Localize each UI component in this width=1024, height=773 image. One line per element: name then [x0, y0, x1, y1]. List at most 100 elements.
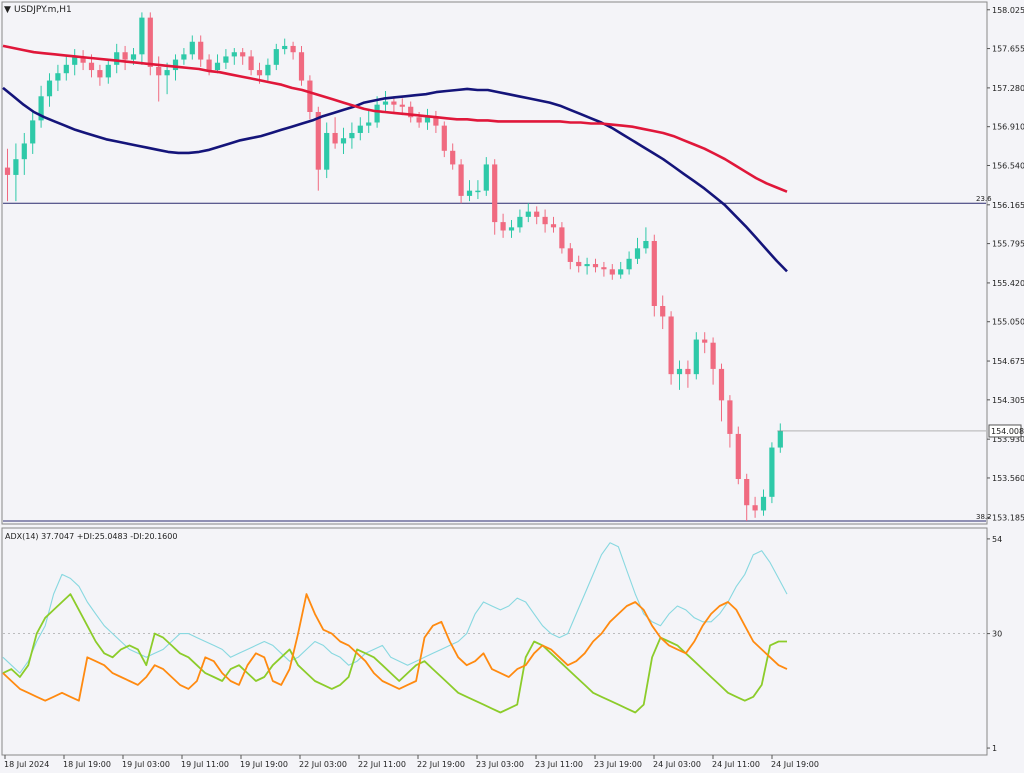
- bear-candle: [492, 159, 498, 235]
- bear-candle: [307, 75, 313, 120]
- price-tick-label: 154.675: [992, 357, 1024, 366]
- time-tick-label: 24 Jul 11:00: [712, 760, 760, 769]
- price-tick-label: 156.540: [992, 161, 1024, 170]
- fib-level-label: 38.2: [976, 513, 992, 521]
- time-tick-label: 19 Jul 11:00: [181, 760, 229, 769]
- bull-candle: [324, 122, 330, 179]
- bull-candle: [265, 58, 271, 81]
- bull-candle: [517, 209, 523, 233]
- symbol-label: USDJPY.m,H1: [14, 5, 72, 15]
- bull-candle: [483, 157, 489, 196]
- bear-candle: [290, 41, 296, 60]
- price-tick-label: 153.930: [992, 435, 1024, 444]
- bull-candle: [349, 122, 355, 149]
- bear-candle: [433, 110, 439, 133]
- time-tick-label: 22 Jul 11:00: [358, 760, 406, 769]
- price-tick-label: 155.795: [992, 240, 1024, 249]
- bull-candle: [525, 203, 531, 223]
- bear-candle: [651, 234, 657, 317]
- moving-averages: [2, 44, 986, 432]
- time-tick-label: 19 Jul 03:00: [122, 760, 170, 769]
- price-tick-label: 153.560: [992, 474, 1024, 483]
- time-tick-label: 23 Jul 03:00: [476, 760, 524, 769]
- candlestick-series: [4, 12, 783, 521]
- time-tick-label: 18 Jul 2024: [4, 760, 49, 769]
- price-tick-label: 154.305: [992, 396, 1024, 405]
- bear-candle: [534, 206, 540, 225]
- bull-candle: [626, 251, 632, 275]
- bull-candle: [366, 108, 372, 133]
- bull-candle: [72, 49, 78, 76]
- current-price-value: 154.008: [991, 427, 1024, 436]
- bear-candle: [248, 50, 254, 76]
- bear-candle: [702, 332, 708, 354]
- bear-candle: [550, 216, 557, 233]
- bear-candle: [668, 311, 674, 385]
- bull-candle: [139, 12, 145, 65]
- bull-candle: [693, 332, 699, 380]
- bear-candle: [4, 148, 11, 202]
- bull-candle: [424, 108, 431, 130]
- bear-candle: [718, 363, 725, 422]
- bull-candle: [508, 220, 515, 238]
- bull-candle: [643, 227, 649, 254]
- bear-candle: [240, 48, 246, 65]
- time-tick-label: 23 Jul 19:00: [594, 760, 642, 769]
- adx-tick-label: 30: [992, 630, 1002, 639]
- bear-candle: [450, 143, 456, 170]
- price-tick-label: 155.420: [992, 279, 1024, 288]
- bull-candle: [231, 48, 237, 65]
- price-tick-label: 158.025: [992, 6, 1024, 15]
- bull-candle: [584, 257, 590, 275]
- price-tick-label: 153.185: [992, 513, 1024, 522]
- adx-line: [2, 542, 788, 674]
- bear-candle: [298, 45, 305, 86]
- bear-candle: [660, 295, 666, 330]
- price-tick-label: 157.655: [992, 45, 1024, 54]
- bull-candle: [214, 54, 221, 74]
- adx-indicator: 54 30 1: [2, 535, 1002, 753]
- adx-tick-label: 1: [992, 744, 997, 753]
- bull-candle: [382, 91, 389, 113]
- bear-candle: [542, 209, 548, 233]
- symbol-menu-icon[interactable]: ▼: [4, 5, 11, 15]
- bull-candle: [340, 127, 347, 154]
- bear-candle: [710, 337, 716, 385]
- bear-candle: [441, 121, 447, 158]
- bear-candle: [592, 258, 599, 273]
- bear-candle: [198, 35, 204, 67]
- bear-candle: [685, 360, 691, 388]
- bull-candle: [760, 489, 767, 516]
- bear-candle: [576, 255, 582, 273]
- bear-candle: [122, 45, 128, 71]
- current-price-tag: 154.008: [988, 424, 1024, 438]
- price-tick-label: 155.050: [992, 318, 1024, 327]
- plus-di-line: [2, 593, 787, 714]
- time-axis: 18 Jul 2024 18 Jul 19:00 19 Jul 03:00 19 Ju…: [4, 755, 819, 769]
- bear-candle: [601, 261, 607, 277]
- bull-candle: [105, 59, 111, 84]
- bull-candle: [634, 237, 641, 265]
- bear-candle: [744, 473, 750, 521]
- time-tick-label: 22 Jul 19:00: [417, 760, 465, 769]
- bear-candle: [500, 213, 506, 238]
- bull-candle: [46, 73, 53, 107]
- bear-candle: [567, 243, 573, 270]
- bear-candle: [391, 96, 397, 113]
- bear-candle: [408, 101, 414, 123]
- time-tick-label: 24 Jul 19:00: [771, 760, 819, 769]
- time-tick-label: 23 Jul 11:00: [535, 760, 583, 769]
- minus-di-line: [2, 593, 788, 702]
- bear-candle: [147, 12, 153, 76]
- bull-candle: [189, 35, 195, 60]
- bear-candle: [458, 159, 464, 204]
- bull-candle: [30, 112, 36, 154]
- bear-candle: [727, 395, 733, 448]
- bull-candle: [466, 180, 473, 202]
- price-panel-frame: [1, 1, 988, 525]
- bull-candle: [769, 442, 775, 504]
- bull-candle: [223, 49, 229, 70]
- bull-candle: [777, 423, 783, 453]
- bear-candle: [735, 426, 741, 485]
